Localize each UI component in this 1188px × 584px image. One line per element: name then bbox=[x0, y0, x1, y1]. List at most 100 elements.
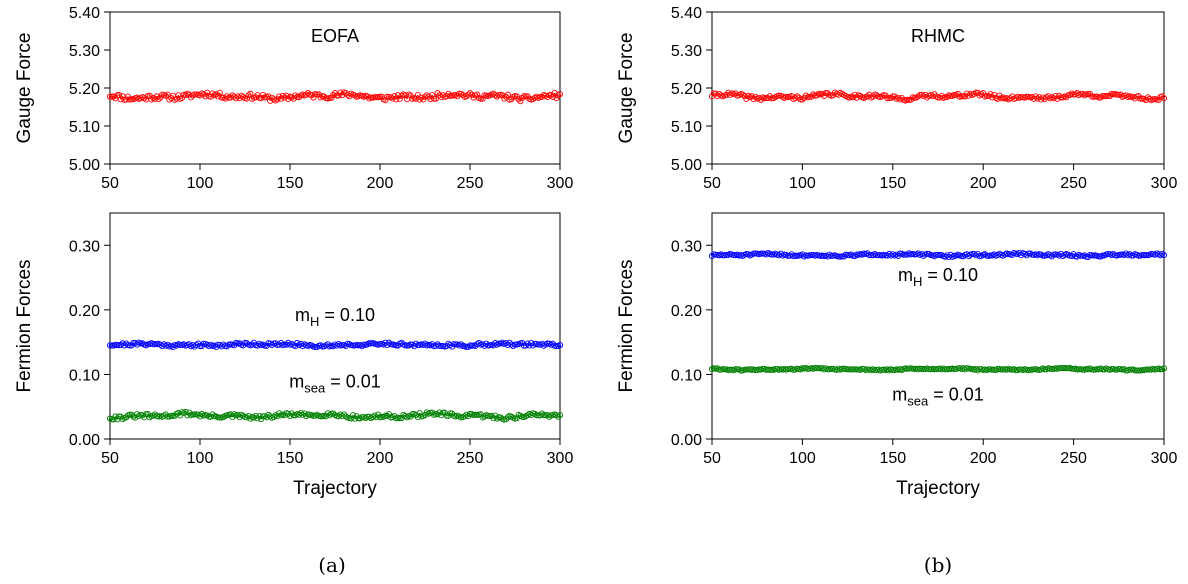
annotation-subscript: H bbox=[913, 274, 922, 289]
data-point bbox=[283, 92, 290, 99]
series-line-segment bbox=[870, 96, 874, 98]
data-point bbox=[1160, 252, 1168, 259]
series-line-segment bbox=[491, 344, 494, 346]
data-point bbox=[348, 415, 355, 422]
data-point bbox=[285, 339, 292, 346]
data-point bbox=[198, 410, 205, 418]
data-point bbox=[1106, 92, 1113, 99]
data-point bbox=[398, 92, 405, 99]
x-tick-label: 300 bbox=[1151, 175, 1178, 192]
series-line-segment bbox=[153, 97, 156, 100]
data-point bbox=[178, 94, 186, 102]
y-tick-label: 0.30 bbox=[69, 238, 100, 255]
series-line-segment bbox=[444, 95, 447, 98]
data-point bbox=[555, 92, 562, 99]
series-line-segment bbox=[1161, 96, 1165, 99]
data-point bbox=[971, 90, 978, 97]
data-point bbox=[1159, 93, 1166, 100]
data-point bbox=[297, 410, 304, 417]
data-point bbox=[321, 93, 328, 100]
series-line-segment bbox=[266, 95, 269, 98]
data-point bbox=[218, 94, 225, 101]
data-point bbox=[304, 90, 312, 97]
data-point bbox=[1032, 93, 1039, 100]
data-point bbox=[1048, 253, 1055, 260]
data-point bbox=[555, 413, 562, 420]
y-tick-label: 0.10 bbox=[671, 367, 702, 384]
series-line-segment bbox=[113, 96, 116, 99]
data-point bbox=[209, 90, 216, 97]
data-point bbox=[524, 340, 531, 347]
x-tick-label: 150 bbox=[277, 450, 304, 467]
data-point bbox=[813, 92, 820, 99]
annotation-subscript: sea bbox=[304, 380, 326, 395]
series-line-segment bbox=[293, 344, 296, 347]
series-line-segment bbox=[749, 95, 752, 98]
data-point bbox=[465, 91, 472, 98]
x-tick-label: 50 bbox=[101, 450, 119, 467]
series-line-segment bbox=[444, 345, 447, 347]
panel-caption: (a) bbox=[318, 553, 346, 577]
data-point bbox=[247, 415, 254, 422]
data-point bbox=[445, 90, 452, 97]
chart-title: RHMC bbox=[911, 26, 965, 46]
data-point bbox=[385, 339, 393, 346]
data-point bbox=[556, 412, 564, 419]
data-point bbox=[292, 342, 299, 350]
data-point bbox=[981, 251, 989, 258]
series-line-segment bbox=[176, 95, 179, 99]
series-line-segment bbox=[802, 97, 805, 100]
x-tick-label: 150 bbox=[879, 450, 906, 467]
data-point bbox=[416, 409, 423, 417]
y-axis-label: Gauge Force bbox=[616, 33, 637, 144]
series-line-segment bbox=[437, 412, 440, 415]
series-line-segment bbox=[1136, 95, 1139, 97]
annotation-subscript: H bbox=[310, 314, 319, 329]
data-point bbox=[1038, 96, 1045, 103]
series-line-segment bbox=[414, 413, 417, 416]
data-point bbox=[256, 340, 263, 347]
data-point bbox=[430, 95, 438, 102]
data-point bbox=[1122, 92, 1130, 99]
data-series bbox=[708, 89, 1168, 104]
series-line-segment bbox=[187, 93, 190, 95]
data-point bbox=[502, 416, 510, 423]
x-tick-label: 100 bbox=[789, 450, 816, 467]
x-axis-label: Trajectory bbox=[896, 478, 980, 499]
data-point bbox=[186, 341, 193, 348]
data-point bbox=[1144, 94, 1151, 101]
data-point bbox=[797, 366, 804, 373]
series-line-segment bbox=[1143, 98, 1147, 101]
data-point bbox=[822, 90, 829, 97]
series-line-segment bbox=[509, 98, 512, 101]
data-point bbox=[799, 96, 806, 103]
data-point bbox=[495, 414, 502, 421]
series-line-segment bbox=[520, 342, 523, 344]
series-line-segment bbox=[275, 414, 278, 417]
annotation-value: = 0.01 bbox=[325, 371, 381, 391]
data-point bbox=[232, 95, 240, 102]
data-point bbox=[1097, 94, 1104, 101]
data-point bbox=[739, 252, 746, 260]
data-point bbox=[155, 96, 162, 103]
series-line-segment bbox=[415, 94, 419, 99]
y-tick-label: 5.00 bbox=[69, 157, 100, 174]
x-tick-label: 300 bbox=[1151, 450, 1178, 467]
data-point bbox=[517, 98, 524, 105]
data-point bbox=[1028, 93, 1036, 101]
data-point bbox=[223, 343, 231, 350]
chart-title: EOFA bbox=[311, 26, 359, 46]
data-point bbox=[187, 94, 195, 101]
data-point bbox=[313, 91, 321, 98]
series-line-segment bbox=[500, 94, 503, 96]
data-point bbox=[211, 413, 218, 420]
x-tick-label: 250 bbox=[457, 450, 484, 467]
x-tick-label: 200 bbox=[970, 450, 997, 467]
annotation-value: = 0.10 bbox=[319, 305, 375, 325]
annotation-label: mH = 0.10 bbox=[295, 305, 375, 329]
x-tick-label: 200 bbox=[367, 175, 394, 192]
data-point bbox=[474, 91, 481, 98]
x-tick-label: 50 bbox=[101, 175, 119, 192]
gauge-force-chart: 50 100 150 200 250 300 5.00 5.10 5.20 5.30 5.40 Gau… bbox=[616, 5, 1177, 192]
data-point bbox=[434, 341, 441, 348]
